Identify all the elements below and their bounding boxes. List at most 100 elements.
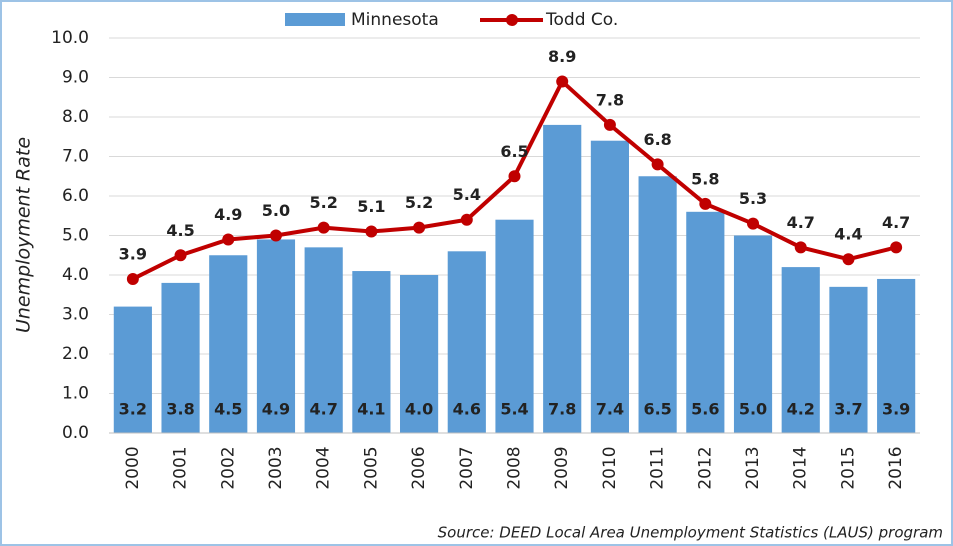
bar-value-label: 3.8 [166,400,194,419]
bar-value-label: 5.4 [500,400,528,419]
bar-value-label: 4.5 [214,400,242,419]
legend-label: Minnesota [351,10,439,30]
x-tick-label: 2013 [743,446,763,489]
bar [638,176,677,433]
line-value-label: 6.5 [500,142,528,161]
x-tick-label: 2002 [218,446,238,489]
bar [209,255,248,433]
y-tick-label: 6.0 [62,186,89,206]
bar-value-label: 4.9 [262,400,290,419]
x-tick-label: 2008 [505,446,525,489]
bar [781,267,820,433]
line-marker [747,217,760,230]
bar-value-label: 4.7 [310,400,338,419]
line-marker [794,241,807,254]
line-marker [508,170,521,183]
line-value-label: 8.9 [548,47,576,66]
x-tick-label: 2014 [791,446,811,489]
bar-value-label: 4.2 [787,400,815,419]
y-tick-label: 4.0 [62,265,89,285]
bar-value-label: 3.7 [834,400,862,419]
x-tick-label: 2010 [600,446,620,489]
bar [352,271,391,433]
legend-label: Todd Co. [545,10,618,30]
bar [256,239,296,433]
line-value-label: 5.1 [357,197,385,216]
x-tick-label: 2003 [266,446,286,489]
line-marker [651,158,664,171]
bar [400,275,439,433]
line-value-label: 4.7 [882,213,910,232]
line-marker [699,197,712,210]
y-axis-label: Unemployment Rate [13,137,35,333]
x-tick-label: 2009 [552,446,572,489]
line-value-label: 4.7 [787,213,815,232]
y-tick-label: 8.0 [62,107,89,127]
line-value-label: 5.2 [310,193,338,212]
y-tick-label: 1.0 [62,384,89,404]
y-tick-label: 10.0 [51,28,89,48]
line-marker [460,213,473,226]
line-value-label: 5.0 [262,201,290,220]
x-tick-label: 2000 [123,446,143,489]
bar [304,247,343,433]
line-marker [365,225,378,238]
bar [877,278,916,433]
bar [686,211,725,433]
source: Source: DEED Local Area Unemployment Sta… [438,524,943,542]
bar [733,235,773,433]
y-tick-label: 2.0 [62,344,89,364]
y-tick-label: 3.0 [62,305,89,325]
x-tick-label: 2007 [457,446,477,489]
bar-value-label: 7.8 [548,400,576,419]
x-tick-label: 2015 [838,446,858,489]
x-tick-label: 2016 [886,446,906,489]
y-tick-label: 9.0 [62,68,89,88]
bar-value-label: 4.1 [357,400,385,419]
line-value-label: 3.9 [119,244,147,263]
y-tick-label: 7.0 [62,147,89,167]
line-value-label: 6.8 [643,130,671,149]
bar-value-label: 3.9 [882,400,910,419]
x-tick-label: 2001 [171,446,191,489]
x-tick-label: 2011 [648,446,668,489]
bar [829,286,868,433]
line-value-label: 7.8 [596,90,624,109]
line-marker [222,233,235,246]
bar [543,124,582,434]
line-marker [317,221,330,234]
line-marker [126,272,139,285]
line-marker [890,241,903,254]
bar [447,251,486,433]
line-value-label: 4.9 [214,205,242,224]
bar [161,282,200,433]
x-tick-label: 2012 [695,446,715,489]
line-value-label: 4.5 [166,221,194,240]
legend-swatch [285,13,345,26]
x-tick-label: 2006 [409,446,429,489]
line-value-label: 4.4 [834,225,862,244]
bar-value-label: 4.6 [453,400,481,419]
bar [590,140,629,433]
bar-value-label: 6.5 [643,400,671,419]
x-tick-label: 2005 [361,446,381,489]
line-value-label: 5.3 [739,189,767,208]
line-value-label: 5.2 [405,193,433,212]
bar-value-label: 5.6 [691,400,719,419]
line-marker [556,75,569,88]
bar-value-label: 3.2 [119,400,147,419]
line-marker [842,253,855,266]
y-tick-label: 0.0 [62,423,89,443]
y-tick-label: 5.0 [62,226,89,246]
line-value-label: 5.8 [691,169,719,188]
legend-marker [506,14,518,26]
bar-value-label: 4.0 [405,400,433,419]
bar [495,219,534,433]
bar [113,306,152,433]
bar-value-label: 7.4 [596,400,624,419]
line-marker [603,118,616,131]
line-value-label: 5.4 [453,185,481,204]
line-marker [269,229,282,242]
x-tick-label: 2004 [314,446,334,489]
